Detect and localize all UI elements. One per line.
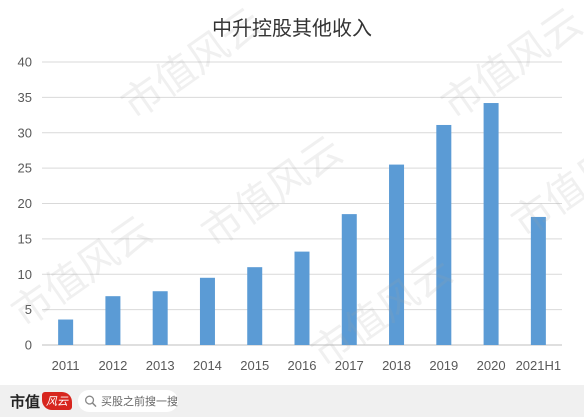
y-tick-label: 20: [18, 196, 32, 211]
search-box[interactable]: 买股之前搜一搜: [78, 390, 178, 412]
chart-card: 中升控股其他收入 0 5 10 15 20 25 30 35 40 2011 2012 2013 201…: [0, 0, 584, 385]
x-tick-label: 2017: [335, 358, 364, 373]
y-tick-label: 5: [25, 302, 32, 317]
bar-2015: [247, 267, 263, 345]
x-tick-label: 2012: [98, 358, 127, 373]
footer-bar: 市值 风云 买股之前搜一搜: [0, 385, 584, 417]
x-tick-label: 2014: [193, 358, 222, 373]
bar-2021H1: [530, 216, 546, 345]
brand-logo[interactable]: 市值 风云: [10, 391, 73, 411]
x-tick-label: 2018: [382, 358, 411, 373]
y-tick-label: 35: [18, 90, 32, 105]
brand-name: 市值: [10, 392, 41, 411]
x-tick-label: 2015: [240, 358, 269, 373]
y-tick-label: 25: [18, 161, 32, 176]
y-tick-label: 40: [18, 55, 32, 70]
bar-2017: [341, 214, 357, 345]
bar-2019: [436, 124, 452, 345]
bar-2018: [389, 164, 405, 345]
search-icon: [85, 395, 97, 407]
y-tick-label: 15: [18, 231, 32, 246]
chart-title: 中升控股其他收入: [212, 16, 372, 40]
search-placeholder: 买股之前搜一搜: [101, 395, 178, 408]
x-tick-label: 2021H1: [516, 358, 562, 373]
bar-2016: [294, 251, 310, 345]
bar-2013: [152, 291, 168, 345]
bar-2020: [483, 103, 499, 345]
bar-2012: [105, 296, 121, 345]
x-tick-label: 2013: [146, 358, 175, 373]
x-tick-label: 2016: [288, 358, 317, 373]
y-tick-label: 30: [18, 125, 32, 140]
bar-2014: [199, 277, 215, 345]
x-tick-label: 2020: [477, 358, 506, 373]
y-tick-label: 0: [25, 338, 32, 353]
brand-logo-badge: 风云: [42, 392, 73, 410]
y-tick-label: 10: [18, 267, 32, 282]
x-tick-label: 2011: [52, 358, 80, 373]
bar-chart: 0 5 10 15 20 25 30 35 40 2011 2012 2013 2014 2015 2016…: [18, 55, 562, 373]
x-tick-label: 2019: [429, 358, 458, 373]
bar-2011: [58, 319, 74, 345]
